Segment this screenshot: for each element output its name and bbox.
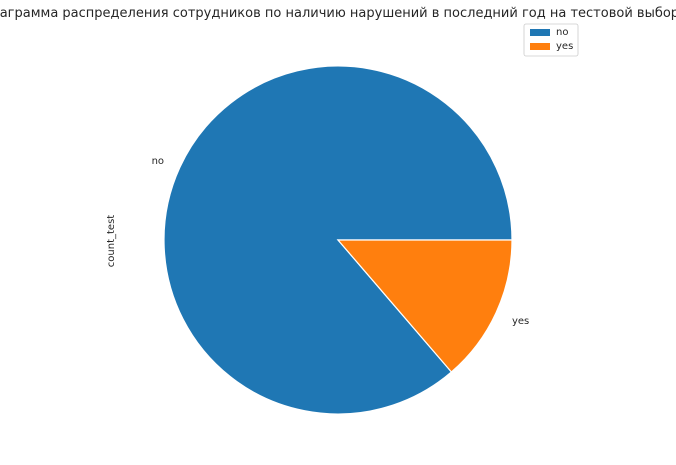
legend-swatch-no xyxy=(530,29,550,36)
legend-swatch-yes xyxy=(530,43,550,50)
legend: no yes xyxy=(523,23,579,57)
pie-slices xyxy=(163,65,513,415)
legend-label-yes: yes xyxy=(556,41,573,52)
y-axis-label: count_test xyxy=(106,215,117,267)
legend-label-no: no xyxy=(556,27,568,38)
pie-slice-yes xyxy=(336,239,513,373)
chart-title: Диаграмма распределения сотрудников по н… xyxy=(0,6,676,21)
slice-label-yes: yes xyxy=(512,316,529,327)
slice-label-no: no xyxy=(152,156,164,167)
pie-slice-labels: no yes xyxy=(152,156,530,327)
